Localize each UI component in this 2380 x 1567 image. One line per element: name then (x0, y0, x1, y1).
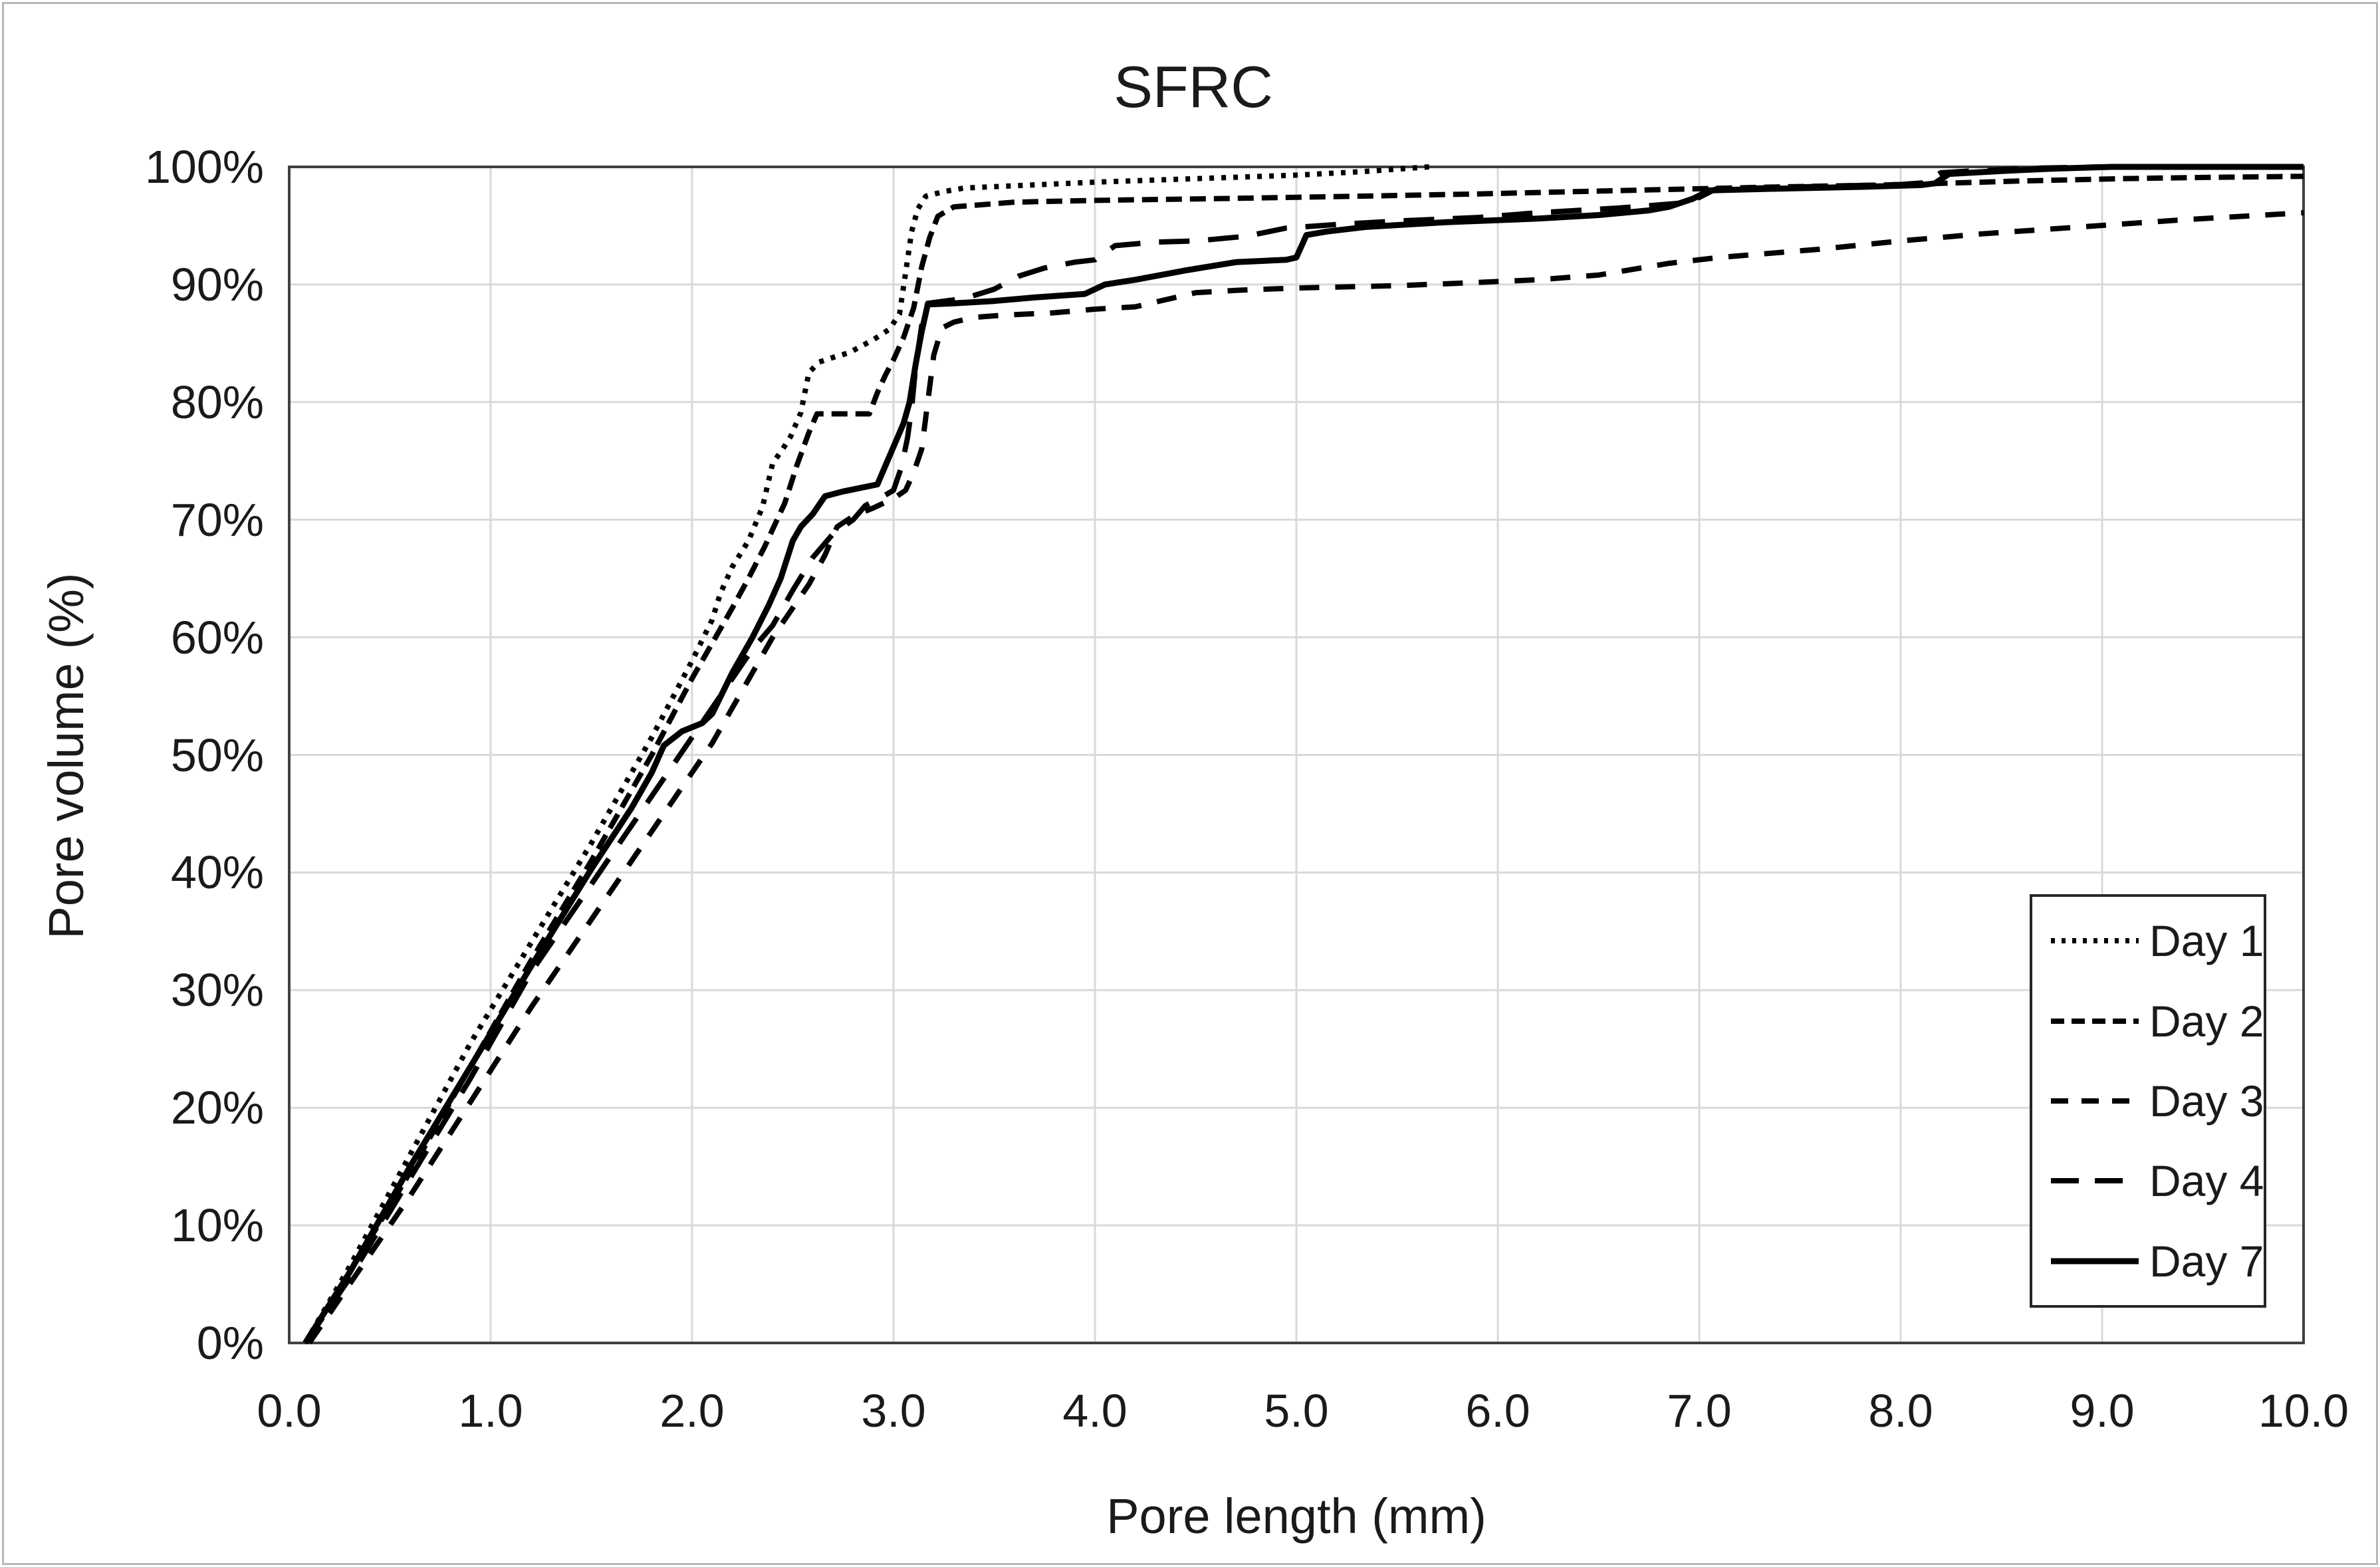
legend-item-day-1: Day 1 (2051, 915, 2264, 966)
legend-item-day-4: Day 4 (2051, 1155, 2264, 1206)
y-tick-label-40%: 40% (170, 846, 264, 899)
legend-label-day-7: Day 7 (2149, 1236, 2264, 1286)
x-tick-label-5.0: 5.0 (1264, 1385, 1329, 1437)
y-tick-label-20%: 20% (170, 1082, 264, 1134)
x-tick-label-8.0: 8.0 (1868, 1385, 1933, 1437)
chart-title: SFRC (1114, 54, 1273, 120)
legend-swatch-day-7 (2051, 1258, 2139, 1265)
legend-label-day-1: Day 1 (2149, 916, 2264, 966)
y-tick-label-90%: 90% (170, 258, 264, 310)
y-tick-label-10%: 10% (170, 1199, 264, 1252)
x-tick-label-7.0: 7.0 (1667, 1385, 1732, 1437)
x-tick-label-0.0: 0.0 (257, 1385, 322, 1437)
legend: Day 1 Day 2 Day 3 Day 4 Day 7 (2030, 894, 2266, 1308)
series-line-day-7 (302, 164, 2304, 1345)
x-tick-label-9.0: 9.0 (2070, 1385, 2135, 1437)
series-line-day-2 (302, 174, 2304, 1345)
y-tick-label-70%: 70% (170, 493, 264, 546)
legend-label-day-3: Day 3 (2149, 1076, 2264, 1126)
x-tick-label-3.0: 3.0 (861, 1385, 926, 1437)
legend-swatch-day-2 (2051, 1018, 2139, 1024)
y-tick-label-60%: 60% (170, 611, 264, 663)
legend-swatch-day-4 (2051, 1178, 2139, 1184)
y-tick-label-80%: 80% (170, 376, 264, 428)
legend-item-day-7: Day 7 (2051, 1236, 2264, 1286)
x-tick-label-1.0: 1.0 (458, 1385, 523, 1437)
y-tick-label-30%: 30% (170, 964, 264, 1017)
plot-border (288, 166, 2305, 1344)
series-line-day-3 (306, 210, 2304, 1345)
y-gridlines (289, 283, 2304, 1227)
legend-swatch-day-3 (2051, 1098, 2139, 1104)
legend-swatch-day-1 (2051, 938, 2139, 944)
legend-item-day-3: Day 3 (2051, 1076, 2264, 1126)
legend-item-day-2: Day 2 (2051, 996, 2264, 1046)
legend-label-day-4: Day 4 (2149, 1156, 2264, 1206)
x-tick-label-10.0: 10.0 (2258, 1385, 2349, 1437)
y-tick-label-0%: 0% (196, 1317, 264, 1369)
series-line-day-1 (302, 164, 1430, 1345)
x-tick-label-6.0: 6.0 (1465, 1385, 1530, 1437)
x-tick-label-4.0: 4.0 (1062, 1385, 1128, 1437)
x-axis-title: Pore length (mm) (1106, 1489, 1487, 1544)
y-tick-label-100%: 100% (144, 141, 264, 193)
x-tick-label-2.0: 2.0 (659, 1385, 725, 1437)
legend-label-day-2: Day 2 (2149, 996, 2264, 1046)
y-tick-label-50%: 50% (170, 729, 264, 781)
